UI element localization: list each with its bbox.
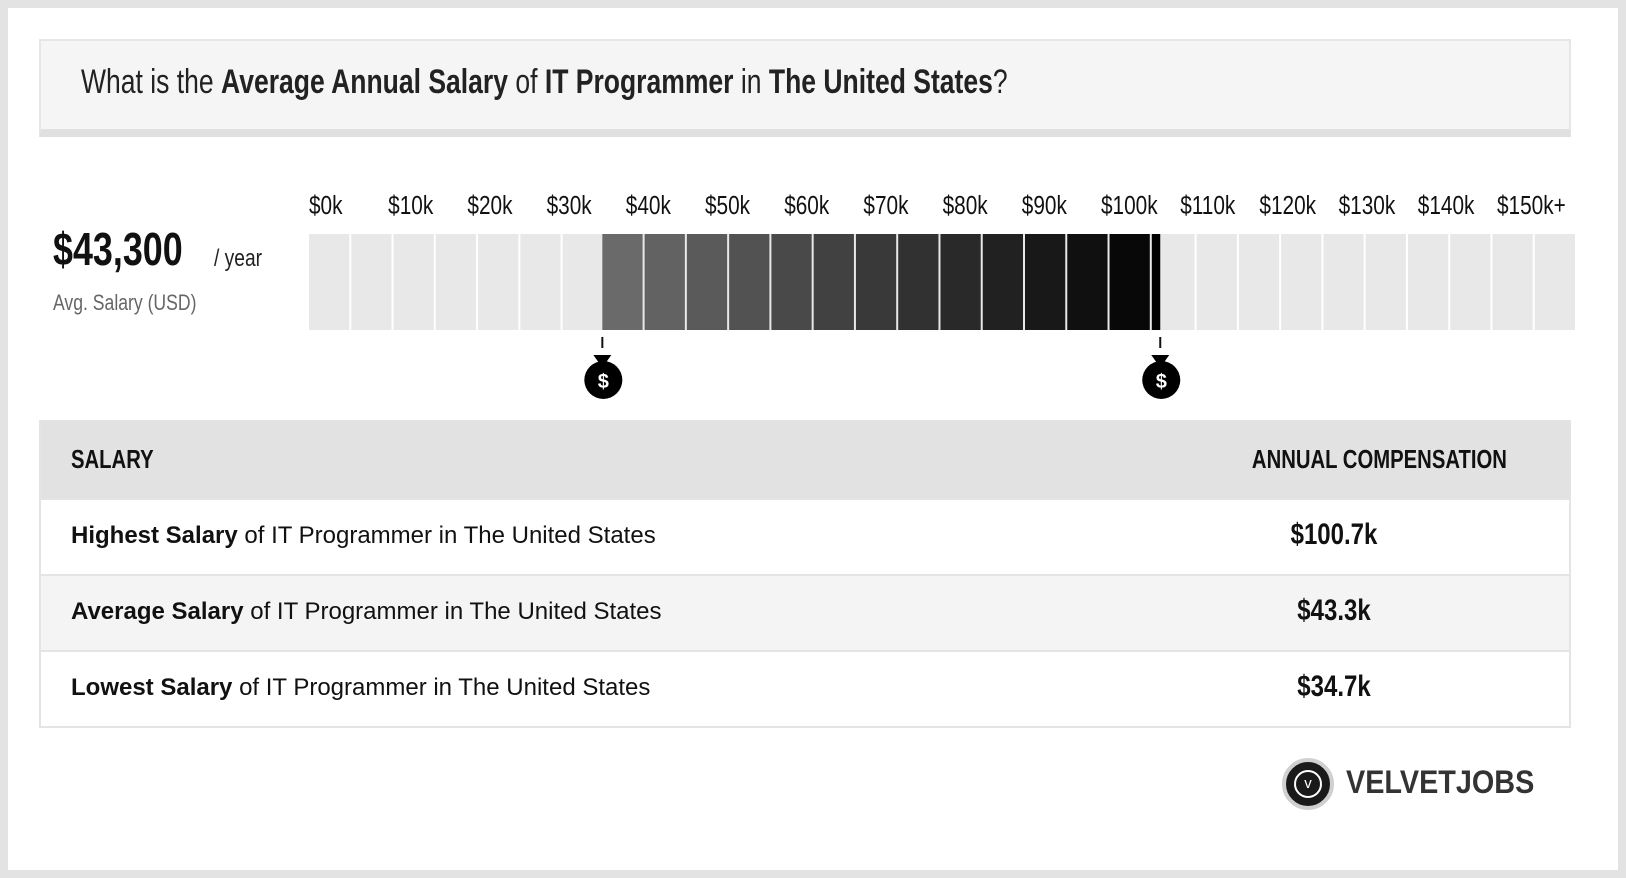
velvetjobs-logo[interactable]: v VELVETJOBS xyxy=(1282,752,1582,812)
table-header: SALARY ANNUAL COMPENSATION xyxy=(41,420,1569,498)
range-bar-segment xyxy=(1151,234,1161,330)
column-header-salary: SALARY xyxy=(71,444,154,474)
bar-segment xyxy=(309,234,350,330)
title-job: IT Programmer xyxy=(544,63,734,101)
table-row-average: Average Salary of IT Programmer in The U… xyxy=(41,574,1569,650)
range-bar-segment xyxy=(644,234,685,330)
bar-segment xyxy=(1534,234,1575,330)
row-value: $43.3k xyxy=(1297,594,1371,627)
tick-label: $40k xyxy=(626,191,671,220)
bar-segment xyxy=(1450,234,1491,330)
tick-label: $110k xyxy=(1180,191,1235,220)
range-bar-segment xyxy=(686,234,728,330)
bar-segment xyxy=(1281,234,1322,330)
tick-label: $60k xyxy=(784,191,829,220)
row-label: Lowest Salary of IT Programmer in The Un… xyxy=(71,674,650,702)
row-value: $34.7k xyxy=(1297,670,1371,703)
range-bar-segment xyxy=(1024,234,1066,330)
bar-segment xyxy=(1365,234,1406,330)
page-title: What is the Average Annual Salary of IT … xyxy=(81,63,1008,102)
tick-label: $0k xyxy=(309,191,343,220)
tick-label: $120k xyxy=(1259,191,1316,220)
average-salary-label: Avg. Salary (USD) xyxy=(53,290,197,315)
range-bar-segment xyxy=(729,234,770,330)
bar-segment xyxy=(1196,234,1237,330)
bar-segment xyxy=(1238,234,1280,330)
title-suffix: ? xyxy=(992,63,1008,101)
row-value: $100.7k xyxy=(1290,518,1378,551)
title-location: The United States xyxy=(768,63,993,101)
tick-label: $130k xyxy=(1339,191,1396,220)
money-bag-icon: $ xyxy=(1142,355,1181,399)
logo-glyph: v xyxy=(1294,770,1322,798)
range-bar-segment xyxy=(855,234,897,330)
bar-segment xyxy=(562,234,603,330)
range-bar-segment xyxy=(982,234,1023,330)
money-bag-icon: $ xyxy=(584,355,623,399)
row-label: Highest Salary of IT Programmer in The U… xyxy=(71,522,656,550)
bar-segment xyxy=(1492,234,1533,330)
range-bar-segment xyxy=(898,234,939,330)
range-bar-segment xyxy=(940,234,981,330)
row-label: Average Salary of IT Programmer in The U… xyxy=(71,598,662,626)
average-salary-value: $43,300 xyxy=(53,223,183,275)
bar-segment xyxy=(393,234,434,330)
row-label-rest: of IT Programmer in The United States xyxy=(243,598,662,625)
salary-range-chart: $0k $10k $20k $30k $40k $50k $60k $70k $80k $90k $… xyxy=(309,191,1575,399)
row-label-bold: Highest Salary xyxy=(71,522,238,549)
table-row-highest: Highest Salary of IT Programmer in The U… xyxy=(41,498,1569,574)
average-salary-unit: / year xyxy=(214,245,263,272)
svg-text:$: $ xyxy=(598,371,609,393)
bar-segment xyxy=(478,234,519,330)
velvetjobs-logo-icon: v xyxy=(1282,758,1334,810)
tick-label: $90k xyxy=(1022,191,1067,220)
row-label-bold: Average Salary xyxy=(71,598,244,625)
row-label-rest: of IT Programmer in The United States xyxy=(232,674,651,701)
logo-text: VELVETJOBS xyxy=(1346,764,1535,800)
salary-table: SALARY ANNUAL COMPENSATION Highest Salar… xyxy=(39,420,1571,728)
bar-segment xyxy=(435,234,477,330)
row-label-rest: of IT Programmer in The United States xyxy=(237,522,656,549)
bar-segment xyxy=(520,234,561,330)
range-bar-segment xyxy=(771,234,812,330)
range-bar-segment xyxy=(1109,234,1150,330)
bar-segment xyxy=(1407,234,1449,330)
title-in: in xyxy=(740,63,762,101)
page-header: What is the Average Annual Salary of IT … xyxy=(39,39,1571,137)
tick-label: $30k xyxy=(547,191,592,220)
title-metric: Average Annual Salary xyxy=(221,63,508,101)
range-bar-segment xyxy=(813,234,854,330)
range-bar-segment xyxy=(1067,234,1108,330)
row-label-bold: Lowest Salary xyxy=(71,674,233,701)
column-header-compensation: ANNUAL COMPENSATION xyxy=(1251,444,1507,474)
bar-segment xyxy=(1323,234,1364,330)
tick-label: $70k xyxy=(863,191,908,220)
tick-label: $80k xyxy=(943,191,988,220)
title-prefix: What is the xyxy=(81,63,214,101)
tick-label: $10k xyxy=(388,191,433,220)
tick-label: $150k+ xyxy=(1497,191,1566,220)
bar-segment xyxy=(351,234,392,330)
tick-label: $140k xyxy=(1418,191,1475,220)
range-bar-segment xyxy=(602,234,643,330)
table-row-lowest: Lowest Salary of IT Programmer in The Un… xyxy=(41,650,1569,726)
tick-label: $20k xyxy=(467,191,512,220)
tick-label: $50k xyxy=(705,191,750,220)
title-of: of xyxy=(515,63,538,101)
tick-label: $100k xyxy=(1101,191,1158,220)
svg-text:$: $ xyxy=(1156,371,1167,393)
bar-segment xyxy=(1154,234,1195,330)
